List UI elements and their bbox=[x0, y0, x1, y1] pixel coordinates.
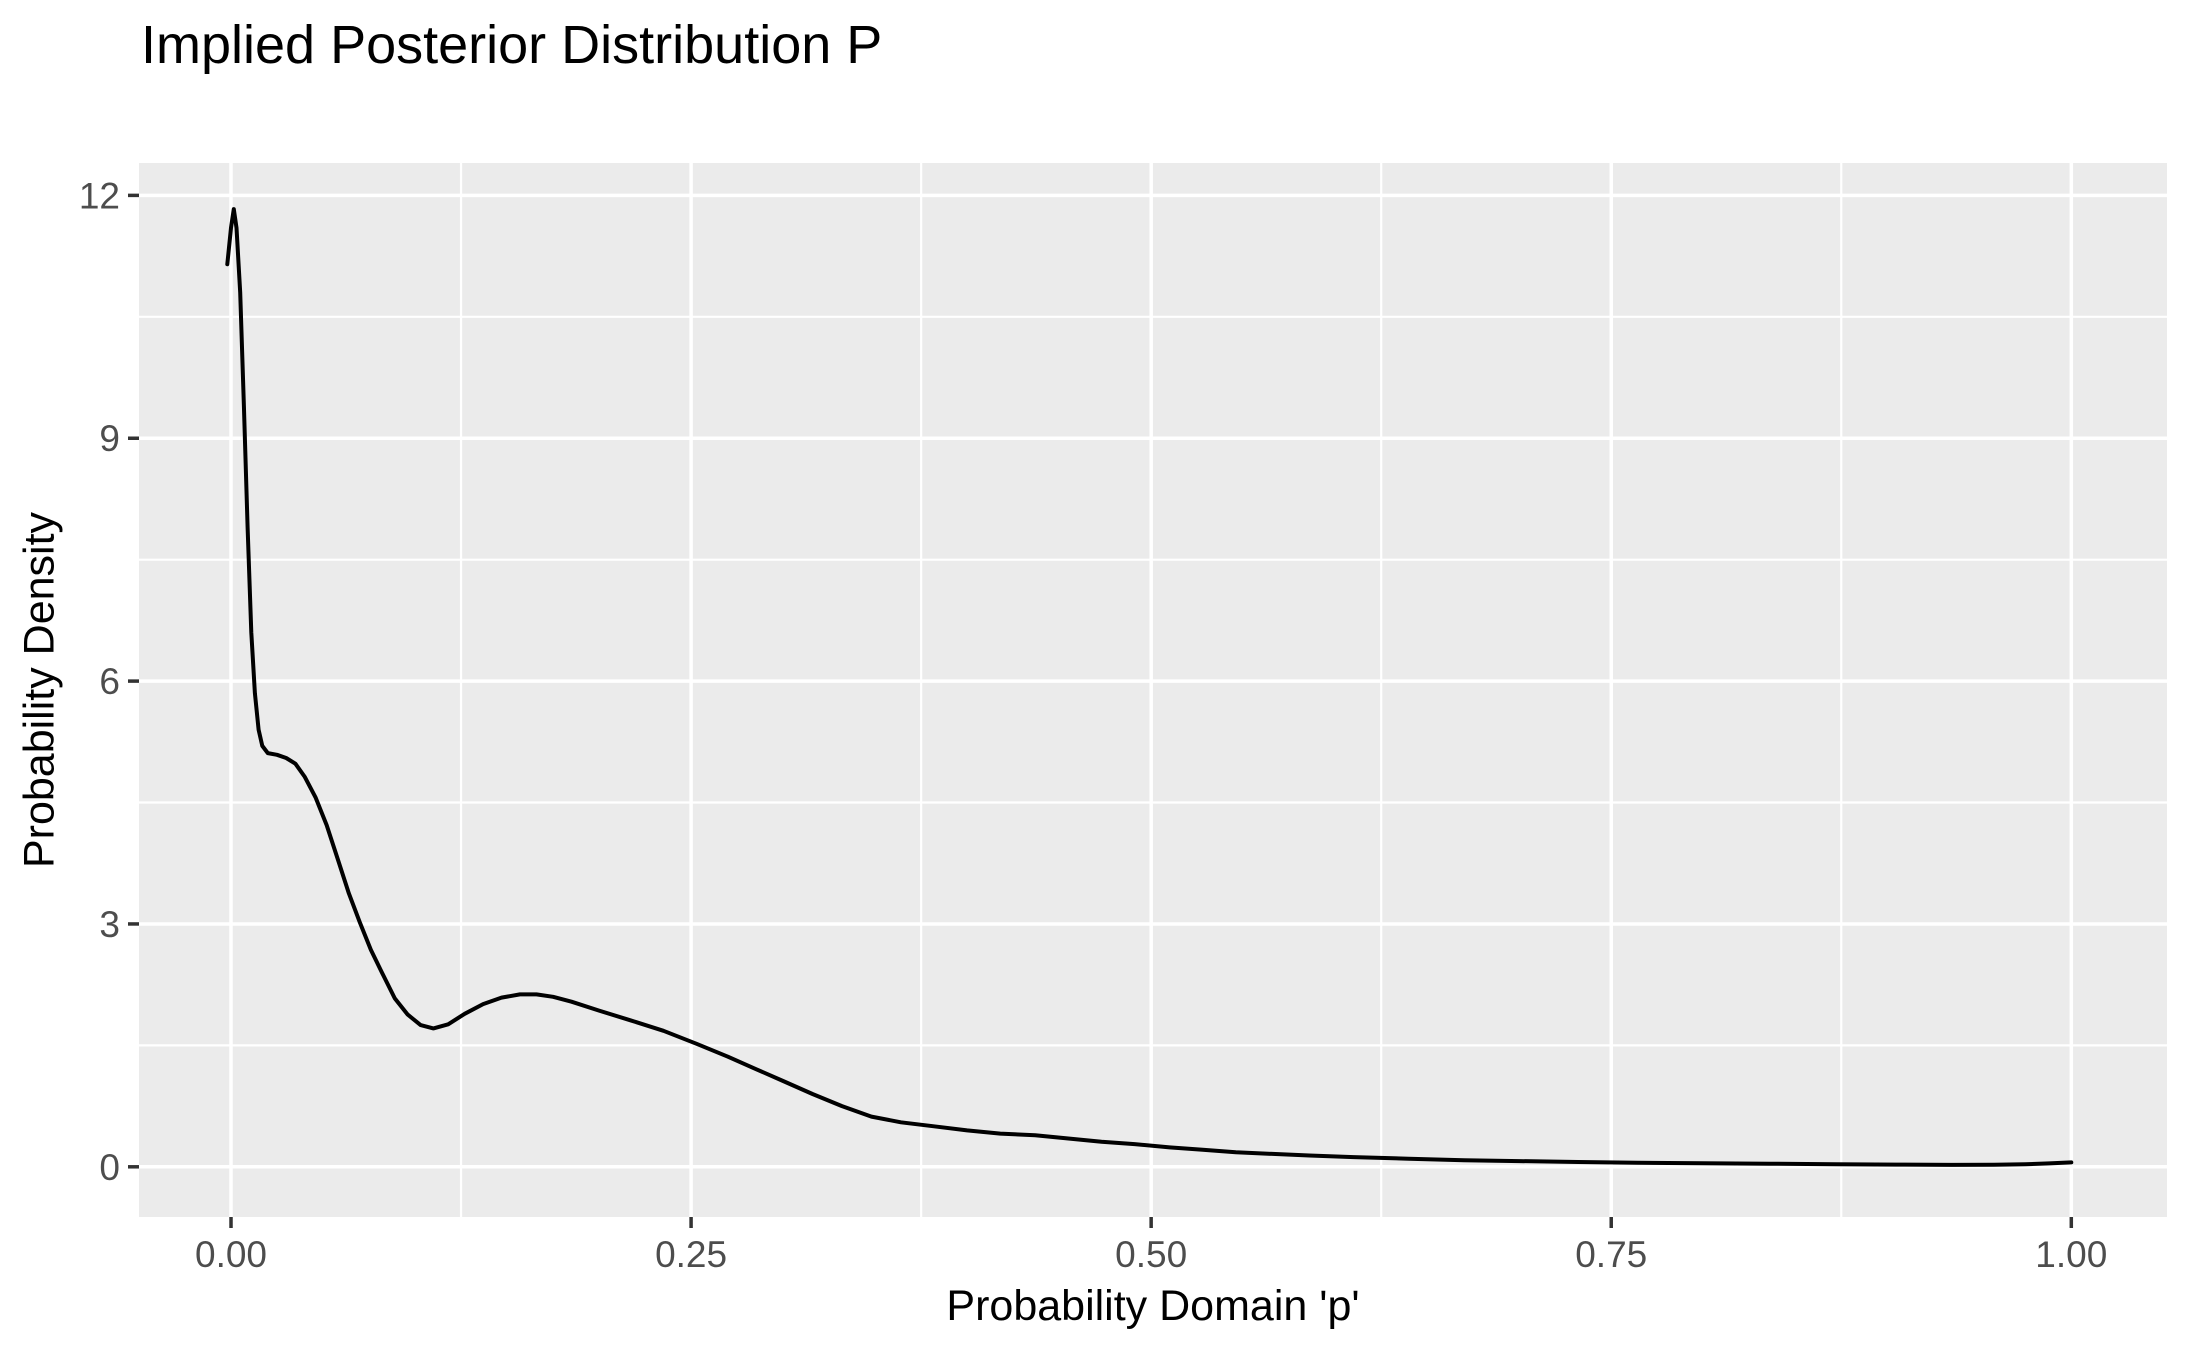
x-tick-label: 1.00 bbox=[2035, 1234, 2107, 1275]
x-axis-title: Probability Domain 'p' bbox=[946, 1282, 1360, 1330]
panel-background bbox=[139, 163, 2167, 1217]
density-curve bbox=[225, 207, 2074, 1167]
y-tick-label: 9 bbox=[99, 418, 120, 459]
y-tick-label: 6 bbox=[99, 661, 120, 702]
y-tick-label: 12 bbox=[79, 175, 120, 216]
x-tick-label: 0.25 bbox=[655, 1234, 727, 1275]
y-tick-label: 0 bbox=[99, 1147, 120, 1188]
x-tick-label: 0.00 bbox=[195, 1234, 267, 1275]
x-tick-label: 0.50 bbox=[1115, 1234, 1187, 1275]
y-tick-label: 3 bbox=[99, 904, 120, 945]
page-title: Implied Posterior Distribution P bbox=[141, 15, 883, 75]
x-tick-label: 0.75 bbox=[1575, 1234, 1647, 1275]
y-axis-title: Probability Density bbox=[15, 511, 64, 869]
